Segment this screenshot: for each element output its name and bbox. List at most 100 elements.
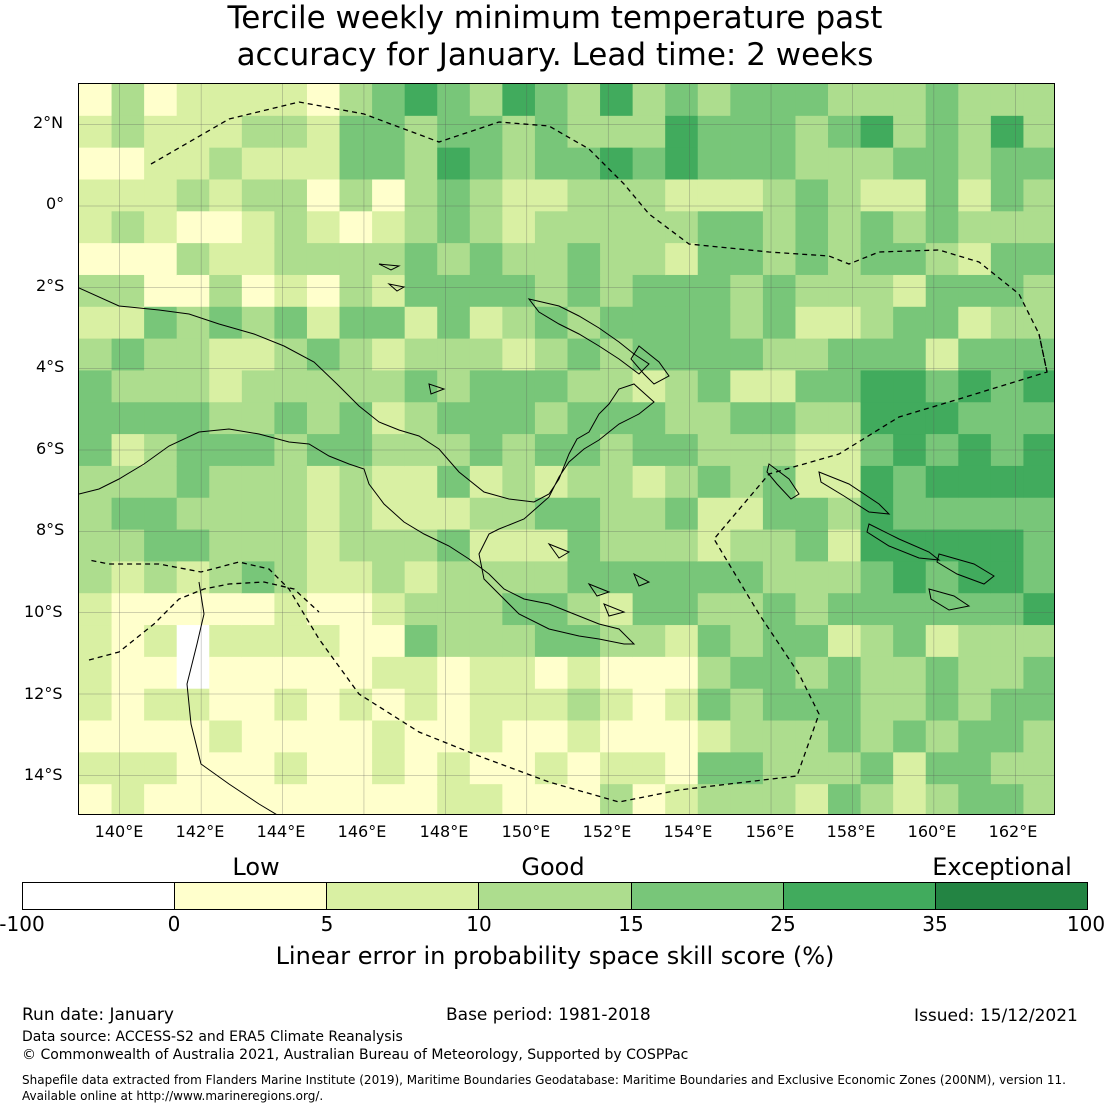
grid-cell [339,84,373,117]
legend-category-exceptional: Exceptional [932,853,1072,881]
grid-cell [79,274,113,308]
coastline-cape-york [186,581,277,814]
grid-cell [209,752,243,785]
grid-cell [925,243,959,276]
grid-cell [665,370,699,403]
grid-cell [111,688,145,722]
grid-cell [567,84,601,117]
grid-cell [730,561,764,594]
grid-cell [925,338,959,372]
grid-cell [372,593,406,626]
grid-cell [469,179,503,212]
grid-cell [176,529,210,562]
grid-cell [795,625,829,658]
grid-cell [241,179,275,212]
coastlines [79,263,995,814]
grid-cell [437,752,471,785]
grid-cell [79,147,113,181]
map-gridlines [79,84,1054,814]
grid-cell [339,752,373,785]
grid-cell [632,625,666,658]
grid-cell [404,497,438,531]
grid-cell [176,434,210,467]
grid-cell [534,84,569,117]
grid-cell [534,561,569,594]
grid-cell [339,243,373,276]
grid-cell [697,274,731,308]
grid-cell [274,529,308,562]
grid-cell [306,306,341,340]
grid-cell [437,465,471,499]
grid-cell [990,274,1025,308]
grid-cell [79,370,113,403]
grid-cell [176,720,210,753]
grid-cell [762,84,797,117]
grid-cell [860,115,894,149]
grid-cell [795,402,829,435]
grid-cell [958,784,992,814]
grid-cell [241,211,275,244]
grid-cell [306,625,341,658]
grid-cell [990,561,1025,594]
grid-cell [665,306,699,340]
grid-cell [274,338,308,372]
grid-cell [339,465,373,499]
grid-cell [209,561,243,594]
grid-cell [567,147,601,181]
grid-cell [469,211,503,244]
grid-cell [730,720,764,753]
grid-cell [665,497,699,531]
grid-cell [958,370,992,403]
grid-cell [209,147,243,181]
grid-cell [79,529,113,562]
grid-cell [274,243,308,276]
grid-cell [339,497,373,531]
grid-cell [372,402,406,435]
grid-cell [600,306,634,340]
grid-cell [730,115,764,149]
grid-cell [306,338,341,372]
grid-cell [893,147,927,181]
grid-cell [925,497,959,531]
grid-cell [730,593,764,626]
grid-cell [795,147,829,181]
grid-cell [893,115,927,149]
grid-cell [795,243,829,276]
grid-cell [860,656,894,690]
colorbar-tick: 25 [770,912,796,936]
grid-cell [567,752,601,785]
grid-cell [665,402,699,435]
grid-cell [860,84,894,117]
grid-cell [762,529,797,562]
eez-boundaries [88,101,1048,803]
grid-cell [567,720,601,753]
grid-cell [372,784,406,814]
grid-cell [665,593,699,626]
lon-tick-152e: 152°E [582,822,632,841]
grid-cell [241,688,275,722]
grid-cell [1023,720,1054,753]
grid-cell [209,84,243,117]
grid-cell [958,561,992,594]
grid-cell [306,211,341,244]
grid-cell [111,465,145,499]
grid-cell [437,656,471,690]
grid-cell [241,434,275,467]
grid-cell [534,784,569,814]
grid-cell [795,274,829,308]
grid-cell [828,274,862,308]
lat-tick-2s: 2°S [36,276,65,295]
grid-cell [1023,243,1054,276]
grid-cell [79,688,113,722]
grid-cell [404,306,438,340]
grid-cell [176,115,210,149]
colorbar-segment [479,883,632,909]
grid-cell [534,720,569,753]
grid-cell [502,720,536,753]
grid-cell [665,688,699,722]
grid-cell [372,147,406,181]
grid-cell [795,497,829,531]
grid-cell [306,688,341,722]
grid-cell [274,625,308,658]
grid-cell [1023,625,1054,658]
